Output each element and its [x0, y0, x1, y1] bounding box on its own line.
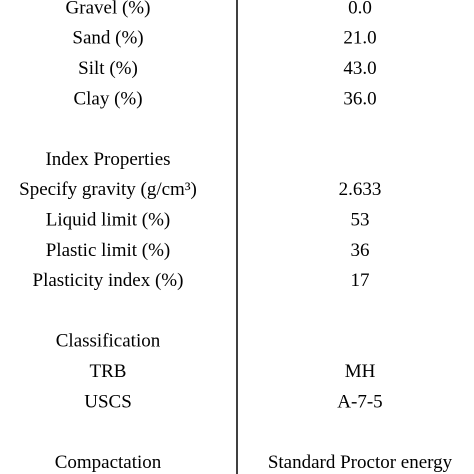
row-label: Liquid limit (%) [46, 209, 171, 230]
row-value: 2.633 [339, 179, 382, 200]
row-label: Sand (%) [72, 28, 143, 49]
row-label: Clay (%) [73, 88, 142, 109]
row-label: Plasticity index (%) [33, 270, 184, 291]
row-label: Classification [56, 331, 161, 352]
row-value: 36 [351, 240, 370, 261]
row-label: Specify gravity (g/cm³) [19, 179, 197, 200]
row-value: Standard Proctor energy [268, 452, 453, 473]
row-label: Silt (%) [78, 58, 138, 79]
row-label: Index Properties [45, 149, 170, 170]
row-value: 36.0 [343, 88, 376, 109]
row-value: 43.0 [343, 58, 376, 79]
row-label: USCS [84, 391, 132, 412]
row-label: TRB [90, 361, 127, 382]
row-label: Gravel (%) [66, 0, 151, 18]
row-value: A-7-5 [337, 391, 382, 412]
row-value: 0.0 [348, 0, 372, 18]
row-value: MH [345, 361, 376, 382]
row-value: 17 [351, 270, 370, 291]
row-label: Compactation [55, 452, 162, 473]
row-value: 53 [351, 209, 370, 230]
row-value: 21.0 [343, 28, 376, 49]
row-label: Plastic limit (%) [46, 240, 171, 261]
